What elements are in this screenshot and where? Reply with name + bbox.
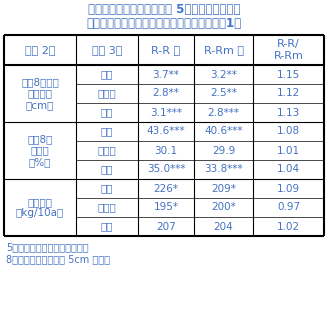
Text: 項目 2）: 項目 2） [25, 45, 55, 55]
Text: 2.8**: 2.8** [153, 89, 179, 99]
Text: 3.1***: 3.1*** [150, 108, 182, 117]
Text: 1.02: 1.02 [277, 221, 300, 231]
Text: 土壌 3）: 土壌 3） [92, 45, 122, 55]
Text: 1.04: 1.04 [277, 164, 300, 175]
Text: 1.01: 1.01 [277, 145, 300, 155]
Text: 全体: 全体 [101, 108, 113, 117]
Text: 226*: 226* [154, 184, 178, 194]
Text: 大豆収量
（kg/10a）: 大豆収量 （kg/10a） [16, 197, 64, 218]
Text: 29.9: 29.9 [212, 145, 235, 155]
Text: 湿潤: 湿潤 [101, 70, 113, 80]
Text: 43.6***: 43.6*** [147, 126, 185, 136]
Text: 沈下量と含水比、大豆収量（平均値と比）1）: 沈下量と含水比、大豆収量（平均値と比）1） [87, 17, 241, 30]
Text: 195*: 195* [154, 203, 178, 213]
Text: 非湿潤: 非湿潤 [98, 145, 116, 155]
Text: 土壌8）矩形
板沈下量
（cm）: 土壌8）矩形 板沈下量 （cm） [21, 77, 59, 110]
Text: 0.97: 0.97 [277, 203, 300, 213]
Text: 35.0***: 35.0*** [147, 164, 185, 175]
Text: 非湿潤: 非湿潤 [98, 89, 116, 99]
Text: 全体: 全体 [101, 164, 113, 175]
Text: 30.1: 30.1 [154, 145, 177, 155]
Text: 2.5**: 2.5** [210, 89, 237, 99]
Text: 204: 204 [214, 221, 234, 231]
Text: 207: 207 [156, 221, 176, 231]
Text: 湿潤: 湿潤 [101, 126, 113, 136]
Text: 8）畝斜面上部の表層 5cm の土壌: 8）畝斜面上部の表層 5cm の土壌 [6, 254, 110, 264]
Text: R-R 区: R-R 区 [152, 45, 180, 55]
Text: 非湿潤: 非湿潤 [98, 203, 116, 213]
Text: 湿潤: 湿潤 [101, 184, 113, 194]
Text: 209*: 209* [211, 184, 236, 194]
Text: 5）ほ場により測定日が異なる: 5）ほ場により測定日が異なる [6, 242, 89, 252]
Text: 33.8***: 33.8*** [204, 164, 243, 175]
Text: 全体: 全体 [101, 221, 113, 231]
Text: 土壌8）
含水比
（%）: 土壌8） 含水比 （%） [27, 134, 53, 167]
Text: 3.7**: 3.7** [153, 70, 179, 80]
Text: 40.6***: 40.6*** [204, 126, 243, 136]
Text: R-Rm 区: R-Rm 区 [203, 45, 243, 55]
Text: 1.13: 1.13 [277, 108, 300, 117]
Text: 1.09: 1.09 [277, 184, 300, 194]
Text: 表２　収穫前２カ月～直前 5）の土壌の矩形板: 表２ 収穫前２カ月～直前 5）の土壌の矩形板 [88, 3, 240, 16]
Text: 200*: 200* [211, 203, 236, 213]
Text: 1.12: 1.12 [277, 89, 300, 99]
Text: 1.15: 1.15 [277, 70, 300, 80]
Text: R-R/
R-Rm: R-R/ R-Rm [274, 39, 303, 61]
Text: 1.08: 1.08 [277, 126, 300, 136]
Text: 3.2**: 3.2** [210, 70, 237, 80]
Text: 2.8***: 2.8*** [208, 108, 239, 117]
